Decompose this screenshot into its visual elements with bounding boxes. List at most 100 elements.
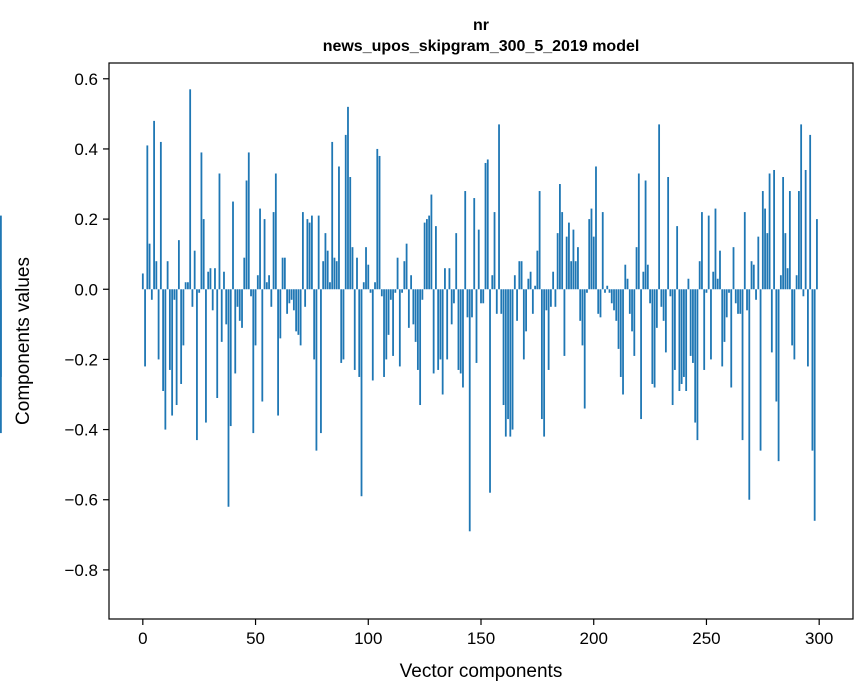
bar-114 — [398, 289, 401, 367]
bar-8 — [159, 141, 162, 290]
bar-37 — [225, 289, 228, 325]
bar-112 — [394, 289, 397, 293]
bar-293 — [802, 289, 805, 297]
bar-48 — [250, 289, 252, 297]
bar-184 — [556, 233, 559, 290]
bar-144 — [466, 289, 469, 318]
bar-281 — [775, 289, 778, 402]
bar-10 — [164, 289, 167, 430]
bar-160 — [502, 289, 505, 406]
bar-143 — [464, 191, 467, 290]
bar-60 — [277, 289, 279, 416]
bar-125 — [423, 222, 426, 290]
bar-205 — [604, 289, 606, 293]
bar-149 — [477, 229, 480, 290]
bar-227 — [653, 289, 656, 388]
bar-299 — [816, 219, 818, 290]
bar-66 — [290, 289, 293, 300]
bar-82 — [326, 250, 329, 290]
bar-295 — [807, 289, 809, 367]
bar-97 — [360, 289, 363, 497]
bar-40 — [232, 201, 234, 290]
bar-44 — [241, 289, 243, 328]
bar-294 — [804, 169, 807, 290]
bar-23 — [193, 250, 196, 290]
bar-63 — [283, 257, 286, 290]
bar-174 — [534, 285, 537, 290]
bar-117 — [405, 243, 408, 290]
bar-173 — [531, 289, 534, 314]
bar-180 — [547, 289, 550, 370]
bar-283 — [779, 275, 782, 290]
bar-18 — [182, 289, 185, 346]
x-axis-label: Vector components — [400, 661, 563, 682]
bar-167 — [518, 261, 521, 290]
bar-204 — [601, 212, 604, 290]
bar-89 — [342, 289, 345, 360]
bar-52 — [259, 208, 261, 290]
bar-90 — [344, 134, 347, 290]
bar-151 — [482, 289, 485, 304]
bar-132 — [439, 289, 442, 360]
bar-280 — [773, 169, 775, 290]
bar-258 — [723, 289, 726, 342]
y-tick-label-3: −0.2 — [64, 350, 98, 369]
bar-154 — [489, 289, 491, 493]
bar-95 — [356, 257, 358, 290]
bar-223 — [644, 180, 647, 290]
y-tick-label-5: 0.2 — [74, 210, 98, 229]
bar-189 — [568, 222, 570, 290]
bar-213 — [622, 289, 624, 395]
bar-242 — [687, 278, 690, 290]
bar-27 — [202, 219, 205, 290]
bar-289 — [793, 289, 796, 360]
bar-42 — [236, 289, 239, 307]
bar-267 — [743, 212, 746, 290]
bar-222 — [642, 271, 645, 290]
y-tick-label-2: −0.4 — [64, 421, 98, 440]
bar-133 — [441, 289, 444, 395]
bar-43 — [238, 289, 241, 321]
bar-135 — [446, 289, 449, 360]
bar-272 — [755, 289, 757, 300]
bar-54 — [263, 219, 266, 290]
bar-275 — [761, 191, 764, 290]
bar-168 — [520, 261, 523, 290]
bar-29 — [207, 271, 210, 290]
bar-84 — [331, 141, 334, 290]
bar-239 — [680, 289, 683, 384]
bar-39 — [229, 289, 232, 427]
bar-262 — [732, 247, 735, 290]
bar-193 — [577, 247, 579, 290]
bar-108 — [385, 289, 388, 360]
bar-20 — [187, 282, 189, 290]
bar-229 — [658, 124, 661, 290]
bar-240 — [683, 289, 685, 377]
bar-31 — [211, 289, 214, 311]
bar-284 — [782, 177, 785, 290]
bar-28 — [205, 289, 207, 423]
bar-91 — [347, 106, 349, 290]
x-tick-label-1: 50 — [246, 629, 265, 648]
bar-86 — [335, 261, 338, 290]
bar-212 — [619, 289, 622, 377]
bar-145 — [468, 289, 471, 532]
bar-301 — [0, 215, 2, 290]
bar-246 — [696, 289, 699, 441]
bar-101 — [369, 289, 372, 293]
bar-17 — [180, 289, 183, 384]
bar-183 — [554, 289, 557, 307]
bar-186 — [561, 212, 564, 290]
bar-249 — [703, 289, 706, 370]
bar-75 — [311, 215, 313, 290]
bar-178 — [543, 289, 546, 437]
bar-34 — [218, 173, 221, 290]
bar-232 — [664, 289, 667, 353]
bar-146 — [471, 289, 473, 318]
bar-122 — [416, 289, 419, 370]
bar-137 — [450, 289, 453, 325]
bar-188 — [565, 236, 568, 290]
bar-218 — [633, 289, 636, 356]
bar-176 — [538, 191, 541, 290]
bar-93 — [351, 247, 354, 290]
